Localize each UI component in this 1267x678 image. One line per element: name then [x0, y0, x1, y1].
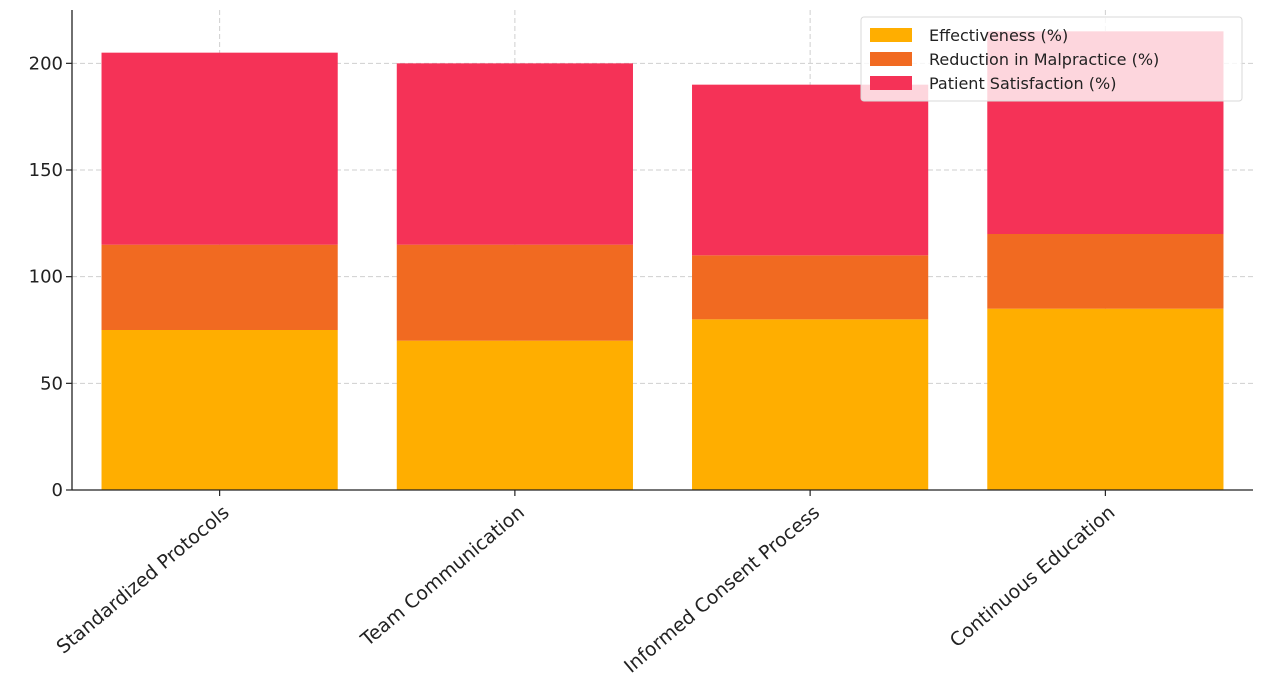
bar-patient-satisfaction-team-communication	[396, 63, 633, 245]
y-tick-label: 200	[29, 53, 63, 74]
bar-patient-satisfaction-standardized-protocols	[101, 52, 338, 245]
x-tick-label: Continuous Education	[946, 501, 1119, 652]
legend-swatch	[870, 76, 912, 90]
x-tick-label: Informed Consent Process	[620, 501, 824, 677]
legend-label: Patient Satisfaction (%)	[929, 74, 1116, 93]
bar-reduction-in-malpractice-standardized-protocols	[101, 244, 338, 330]
legend-swatch	[870, 28, 912, 42]
y-tick-label: 50	[40, 373, 63, 394]
legend: Effectiveness (%) Reduction in Malpractic…	[860, 16, 1243, 102]
bar-reduction-in-malpractice-team-communication	[396, 244, 633, 341]
bar-reduction-in-malpractice-informed-consent-process	[692, 255, 929, 320]
x-tick-label: Team Communication	[356, 501, 529, 651]
y-tick-label: 0	[52, 480, 63, 501]
legend-label: Reduction in Malpractice (%)	[929, 50, 1159, 69]
x-tick-label: Standardized Protocols	[52, 501, 233, 658]
legend-frame	[860, 16, 1243, 102]
y-tick-label: 150	[29, 160, 63, 181]
bar-effectiveness-continuous-education	[987, 308, 1224, 490]
legend-label: Effectiveness (%)	[929, 26, 1068, 45]
legend-swatch	[870, 52, 912, 66]
bar-patient-satisfaction-informed-consent-process	[692, 84, 929, 256]
y-tick-label: 100	[29, 267, 63, 288]
bar-effectiveness-standardized-protocols	[101, 330, 338, 490]
bar-effectiveness-informed-consent-process	[692, 319, 929, 490]
bar-effectiveness-team-communication	[396, 340, 633, 490]
bar-reduction-in-malpractice-continuous-education	[987, 234, 1224, 309]
